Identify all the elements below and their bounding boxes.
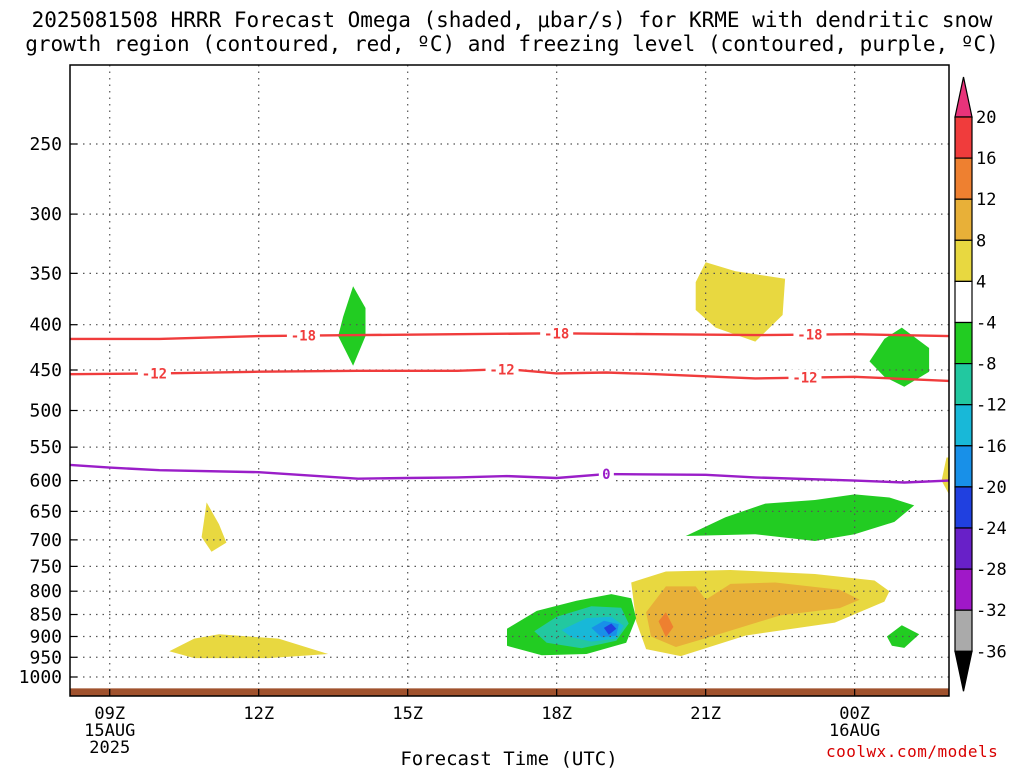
contour-label: 0 <box>602 467 610 483</box>
colorbar-segment <box>954 280 973 324</box>
x-tick-label: 18Z <box>541 704 572 724</box>
contour-label: -12 <box>489 362 514 378</box>
x-tick-label: 09Z <box>94 704 125 724</box>
contour-label: -18 <box>544 326 569 342</box>
colorbar-segment <box>954 486 973 529</box>
colorbar-segment <box>954 404 973 447</box>
chart-title-line-1: 2025081508 HRRR Forecast Omega (shaded, … <box>31 8 993 32</box>
omega-region-8 <box>658 612 674 638</box>
contour-label: -18 <box>291 329 316 345</box>
plot-frame <box>69 64 950 697</box>
omega-region-2 <box>695 262 786 342</box>
y-tick-label: 350 <box>29 263 62 284</box>
colorbar-label: 16 <box>976 149 996 169</box>
omega-region-5 <box>169 634 329 659</box>
y-tick-label: 1000 <box>19 667 62 688</box>
colorbar-label: -8 <box>976 355 996 375</box>
terrain-band <box>70 688 949 696</box>
y-tick-label: 850 <box>29 605 62 626</box>
contour-label-bg <box>540 325 574 342</box>
contours: -18 -18 -18 -12 -12 -12 0 <box>69 325 950 484</box>
y-tick-label: 900 <box>29 626 62 647</box>
y-tick-label: 450 <box>29 360 62 381</box>
colorbar-segment <box>954 445 973 488</box>
y-tick-label: 600 <box>29 471 62 492</box>
contour-line-1 <box>69 367 950 383</box>
contour-label-bg <box>485 361 519 378</box>
colorbar-segment <box>954 363 973 406</box>
colorbar-label: 4 <box>976 272 986 292</box>
colorbar-segment <box>954 157 973 200</box>
contour-label: -12 <box>792 371 817 387</box>
colorbar-label: 8 <box>976 231 986 251</box>
x-tick-label: 12Z <box>243 704 274 724</box>
colorbar-label: -4 <box>976 314 996 334</box>
y-tick-label: 750 <box>29 556 62 577</box>
colorbar-label: -28 <box>976 560 1007 580</box>
colorbar-segment <box>954 116 973 159</box>
omega-region-1 <box>869 327 930 387</box>
credit-text: coolwx.com/models <box>826 742 999 761</box>
y-tick-label: 300 <box>29 204 62 225</box>
colorbar-segment <box>954 321 973 365</box>
omega-region-15 <box>941 457 949 495</box>
colorbar-label: -16 <box>976 437 1007 457</box>
contour-line-2 <box>69 463 950 484</box>
contour-label-bg <box>793 326 827 343</box>
y-tick-label: 950 <box>29 647 62 668</box>
colorbar-label: -36 <box>976 642 1007 662</box>
colorbar-label: -24 <box>976 519 1007 539</box>
omega-region-3 <box>685 494 915 541</box>
y-tick-label: 500 <box>29 401 62 422</box>
grid <box>70 65 949 696</box>
colorbar-segment <box>954 198 973 241</box>
colorbar-label: -20 <box>976 478 1007 498</box>
omega-region-0 <box>338 286 366 366</box>
colorbar-label: -12 <box>976 396 1007 416</box>
colorbar-top-triangle <box>954 76 973 118</box>
x-tick-label: 16AUG <box>829 721 880 741</box>
colorbar-label: -32 <box>976 601 1007 621</box>
x-tick-label: 15AUG <box>84 721 135 741</box>
contour-label-bg <box>137 365 171 382</box>
colorbar-bottom-triangle <box>954 650 973 692</box>
y-axis: 2503003504004505005506006507007508008509… <box>19 134 77 688</box>
x-tick-label: 2025 <box>89 738 130 758</box>
x-tick-label: 00Z <box>839 704 870 724</box>
contour-label: -18 <box>797 328 822 344</box>
colorbar-segment <box>954 609 973 652</box>
x-tick-label: 15Z <box>392 704 423 724</box>
colorbar-label: 12 <box>976 190 996 210</box>
y-tick-label: 250 <box>29 134 62 155</box>
y-tick-label: 650 <box>29 501 62 522</box>
colorbar-segment <box>954 239 973 283</box>
x-axis-label: Forecast Time (UTC) <box>400 748 617 768</box>
colorbar-segment <box>954 568 973 611</box>
y-tick-label: 800 <box>29 581 62 602</box>
y-tick-label: 700 <box>29 530 62 551</box>
contour-label: -12 <box>142 366 167 382</box>
omega-region-4 <box>201 502 227 552</box>
contour-label-bg <box>598 466 614 483</box>
y-tick-label: 550 <box>29 437 62 458</box>
omega-region-13 <box>603 623 617 635</box>
chart-title-line-2: growth region (contoured, red, ºC) and f… <box>25 32 999 56</box>
contour-label-bg <box>286 327 320 344</box>
colorbar: 20 16 12 8 4 -4 -8 -12 -16 -20 -24 -28 -32 -36 <box>954 76 1007 692</box>
y-tick-label: 400 <box>29 315 62 336</box>
x-tick-label: 21Z <box>690 704 721 724</box>
colorbar-segment <box>954 527 973 570</box>
contour-label-bg <box>788 369 822 386</box>
colorbar-label: 20 <box>976 108 996 128</box>
